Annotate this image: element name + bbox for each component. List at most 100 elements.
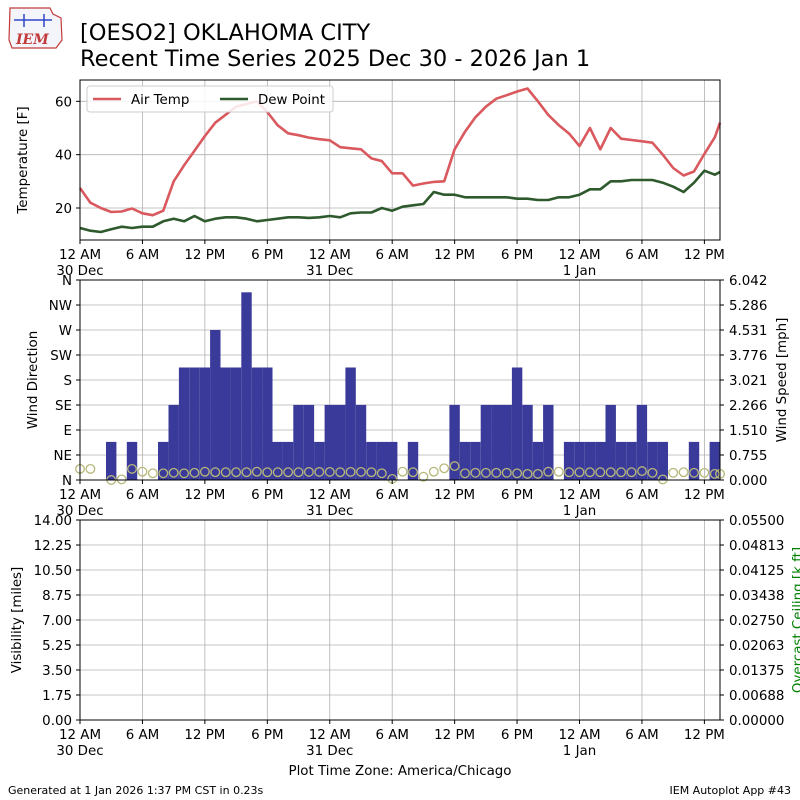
y-tick-label: 20 xyxy=(55,202,72,217)
visibility-grid xyxy=(79,519,720,721)
x-date-label: 30 Dec xyxy=(56,504,103,519)
x-tick-label: 6 PM xyxy=(501,488,533,503)
x-tick-label: 6 PM xyxy=(501,248,533,263)
wind-direction-point xyxy=(127,463,137,474)
wind-speed-bar xyxy=(345,367,356,480)
x-tick-label: 12 PM xyxy=(684,488,725,503)
wind-speed-bar xyxy=(210,330,221,480)
x-tick-label: 6 AM xyxy=(375,488,409,503)
wind-speed-bar xyxy=(615,441,627,480)
wind-direction-label: Wind Direction xyxy=(26,331,41,429)
wind-speed-bar xyxy=(595,441,606,480)
x-date-label: 31 Dec xyxy=(306,504,353,519)
wind-speed-bar xyxy=(314,441,325,480)
x-tick-label: 6 PM xyxy=(501,728,533,743)
x-tick-label: 12 AM xyxy=(59,488,101,503)
x-tick-label: 6 AM xyxy=(375,728,409,743)
visibility-tick-label: 7.00 xyxy=(42,614,72,629)
y-tick-label: 40 xyxy=(55,149,72,164)
wind-direction-point xyxy=(689,467,699,478)
wind-speed-bar xyxy=(636,404,648,480)
dew-point-line xyxy=(79,169,721,234)
wind-speed-bar xyxy=(605,404,616,480)
x-tick-label: 12 PM xyxy=(434,248,475,263)
wind-direction-point xyxy=(251,466,262,477)
wind-direction-point xyxy=(418,471,429,482)
wind-direction-point xyxy=(303,466,314,477)
wind-direction-point xyxy=(491,467,502,478)
wind-direction-point xyxy=(293,467,304,478)
x-date-label: 1 Jan xyxy=(563,504,596,519)
wind-direction-point xyxy=(345,466,356,477)
wind-speed-bar xyxy=(126,441,138,480)
x-tick-label: 12 PM xyxy=(184,248,225,263)
direction-tick-label: N xyxy=(62,274,72,289)
x-tick-label: 12 AM xyxy=(309,488,351,503)
direction-tick-label: S xyxy=(64,374,73,389)
x-tick-label: 6 PM xyxy=(251,728,283,743)
wind-speed-bar xyxy=(178,367,190,480)
visibility-label: Visibility [miles] xyxy=(10,567,25,674)
direction-tick-label: E xyxy=(64,424,72,439)
ceiling-tick-label: 0.03438 xyxy=(729,589,784,604)
x-tick-label: 12 PM xyxy=(684,728,725,743)
wind-speed-bar xyxy=(657,441,669,480)
iem-logo: IEM xyxy=(8,7,63,49)
wind-direction-point xyxy=(158,468,169,479)
wind-speed-bar xyxy=(303,404,315,480)
direction-tick-label: N xyxy=(62,474,72,489)
x-tick-label: 12 PM xyxy=(684,248,725,263)
x-tick-label: 6 PM xyxy=(251,248,283,263)
wind-direction-point xyxy=(564,467,575,478)
chart-title-line2: Recent Time Series 2025 Dec 30 - 2026 Ja… xyxy=(80,46,590,72)
wind-direction-point xyxy=(532,468,543,479)
x-date-label: 1 Jan xyxy=(563,744,596,759)
wind-panel: N NE E SE S SW W NW N 0.000 0.755 1.510 2.266 3.021 3… xyxy=(26,274,790,519)
app-note: IEM Autoplot App #43 xyxy=(670,784,792,797)
x-tick-label: 12 AM xyxy=(309,728,351,743)
speed-tick-label: 2.266 xyxy=(729,399,767,414)
x-date-label: 1 Jan xyxy=(563,264,596,279)
wind-direction-point xyxy=(116,474,127,485)
chart-title-line1: [OESO2] OKLAHOMA CITY xyxy=(80,20,371,46)
wind-direction-point xyxy=(356,466,366,477)
x-tick-label: 6 AM xyxy=(126,248,160,263)
wind-direction-point xyxy=(335,467,346,478)
wind-direction-point xyxy=(189,467,200,478)
speed-tick-label: 3.021 xyxy=(729,374,767,389)
ceiling-tick-label: 0.00000 xyxy=(729,714,784,729)
wind-speed-bar xyxy=(491,404,502,480)
speed-tick-label: 0.755 xyxy=(729,449,767,464)
wind-direction-point xyxy=(179,468,190,479)
speed-tick-label: 1.510 xyxy=(729,424,767,439)
visibility-panel: 0.001.753.505.257.008.7510.5012.2514.00 … xyxy=(10,514,800,759)
wind-direction-points xyxy=(75,461,725,485)
generated-note: Generated at 1 Jan 2026 1:37 PM CST in 0… xyxy=(8,784,264,797)
temperature-y-label: Temperature [F] xyxy=(16,106,31,214)
wind-direction-point xyxy=(574,467,585,478)
wind-speed-bar xyxy=(199,367,211,480)
temperature-frame xyxy=(79,79,721,241)
wind-speed-bars xyxy=(106,292,721,480)
y-tick-label: 60 xyxy=(55,95,72,110)
x-date-label: 30 Dec xyxy=(56,744,103,759)
ceiling-label: Overcast Ceiling [k ft] xyxy=(791,547,800,693)
wind-speed-label: Wind Speed [mph] xyxy=(775,318,790,443)
direction-tick-label: W xyxy=(59,324,72,339)
wind-direction-point xyxy=(439,463,450,474)
visibility-tick-label: 10.50 xyxy=(34,564,72,579)
wind-speed-bar xyxy=(324,404,336,480)
wind-direction-point xyxy=(647,467,658,478)
wind-speed-bar xyxy=(251,367,263,480)
wind-speed-bar xyxy=(470,441,481,480)
x-tick-label: 6 AM xyxy=(625,248,659,263)
speed-tick-label: 0.000 xyxy=(729,474,767,489)
wind-speed-bar xyxy=(293,404,304,480)
visibility-tick-label: 14.00 xyxy=(34,514,72,529)
x-date-label: 31 Dec xyxy=(306,264,353,279)
x-tick-label: 12 AM xyxy=(59,248,101,263)
wind-speed-bar xyxy=(688,441,700,480)
x-tick-label: 6 AM xyxy=(375,248,409,263)
wind-direction-point xyxy=(220,467,231,478)
